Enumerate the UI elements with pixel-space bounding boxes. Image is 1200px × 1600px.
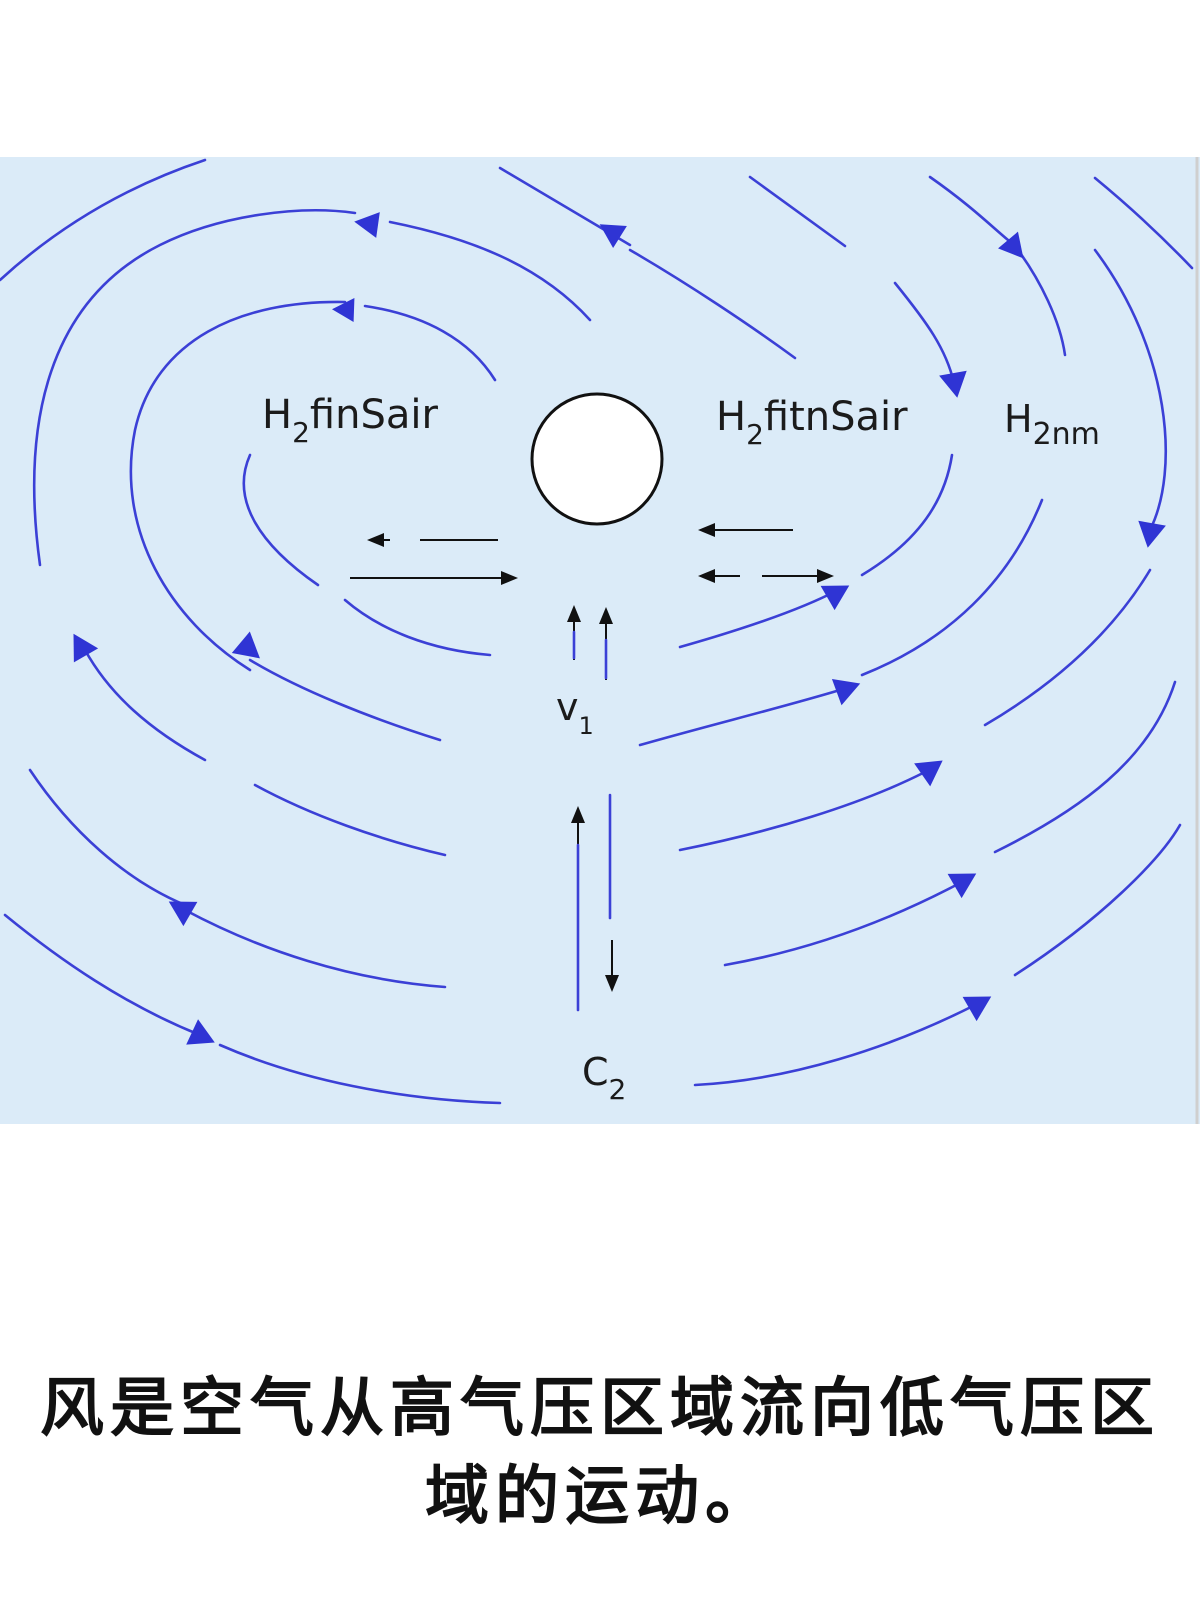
streamline — [363, 304, 497, 382]
streamline — [129, 300, 347, 672]
panel-background — [0, 157, 1200, 1124]
streamline — [0, 158, 207, 282]
arrowhead-icon — [332, 298, 355, 322]
label-far-right: H2nm — [1004, 397, 1100, 452]
arrowheads — [73, 212, 1166, 1045]
streamline — [3, 913, 202, 1037]
streamline — [248, 658, 442, 742]
label-right-region: H2fitnSair — [716, 394, 908, 451]
arrowhead-icon — [962, 996, 992, 1022]
streamline — [242, 453, 320, 587]
wind-flow-diagram: H2finSair H2fitnSair H2nm v1 C2 — [0, 157, 1200, 1124]
arrowhead-icon — [168, 901, 198, 927]
arrowhead-icon — [1138, 520, 1166, 548]
arrowhead-icon — [914, 760, 943, 787]
streamline — [860, 453, 954, 577]
streamline — [1016, 248, 1067, 357]
streamline — [693, 1003, 977, 1087]
arrowhead-icon — [939, 370, 967, 398]
streamline — [1013, 823, 1182, 977]
arrowhead-icon — [186, 1019, 215, 1045]
arrowhead-icon — [599, 224, 627, 249]
streamline — [343, 598, 492, 657]
diagram-canvas: H2finSair H2fitnSair H2nm v1 C2 — [0, 157, 1200, 1124]
label-bottom: C2 — [582, 1050, 626, 1106]
streamline — [32, 209, 357, 567]
streamline — [83, 648, 207, 762]
arrowhead-icon — [831, 678, 861, 706]
arrowhead-icon — [820, 585, 850, 611]
streamline — [983, 568, 1152, 727]
streamline — [28, 768, 187, 907]
streamline — [993, 680, 1177, 854]
caption-line-1: 风是空气从高气压区域流向低气压区 — [40, 1371, 1160, 1446]
streamline — [183, 908, 447, 989]
label-left-region: H2finSair — [262, 392, 438, 449]
streamline — [748, 175, 847, 248]
black-arrow-icon — [698, 523, 793, 537]
arrowhead-icon — [73, 633, 99, 663]
black-arrow-icon — [350, 571, 518, 585]
arrowhead-icon — [998, 231, 1024, 259]
label-velocity: v1 — [556, 685, 594, 740]
streamline — [388, 220, 592, 322]
streamline — [678, 588, 840, 649]
streamline — [628, 248, 797, 360]
caption: 风是空气从高气压区域流向低气压区 域的运动。 — [40, 1365, 1160, 1541]
streamline — [1093, 248, 1168, 532]
streamline — [723, 881, 962, 967]
streamline — [218, 1043, 502, 1105]
black-arrow-icon — [698, 569, 834, 583]
arrowhead-icon — [231, 631, 260, 659]
black-arrow-icon — [605, 940, 619, 992]
streamline — [860, 498, 1044, 677]
streamline — [1093, 176, 1194, 270]
caption-line-2: 域的运动。 — [425, 1459, 775, 1534]
arrowhead-icon — [354, 212, 380, 238]
streamline — [678, 770, 927, 852]
streamline — [638, 688, 842, 747]
low-pressure-circle — [530, 392, 664, 526]
streamline — [928, 175, 1010, 242]
arrowhead-icon — [947, 873, 977, 899]
streamlines — [0, 158, 1194, 1105]
streamline — [253, 783, 447, 857]
black-arrow-icon — [367, 533, 498, 547]
